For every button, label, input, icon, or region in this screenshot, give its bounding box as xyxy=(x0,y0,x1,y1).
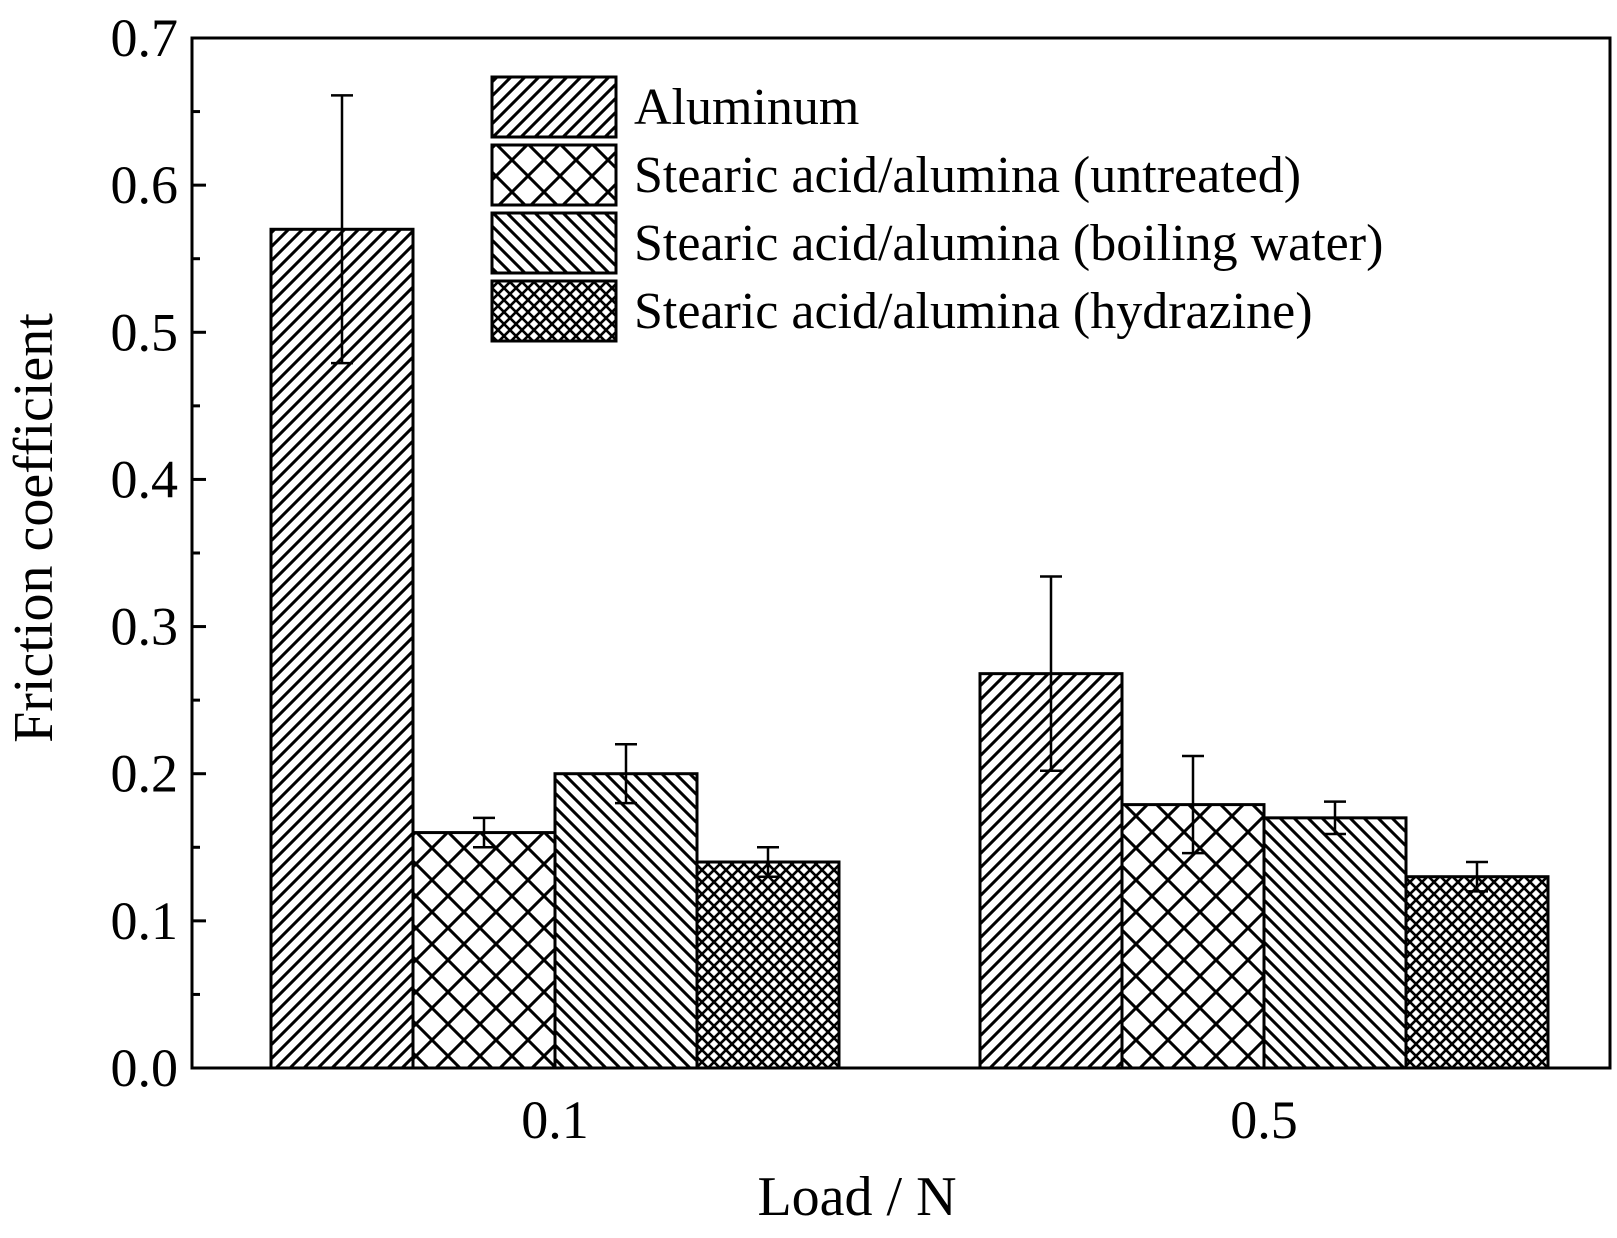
error-bars-layer xyxy=(331,94,1488,893)
x-tick-label: 0.1 xyxy=(521,1090,589,1150)
y-tick-label: 0.4 xyxy=(111,449,179,509)
bar-diagonal-backward-0.1 xyxy=(553,772,699,1070)
legend-swatch-crosshatch-wide xyxy=(490,143,618,207)
legend-swatch-crosshatch-fine xyxy=(490,279,618,343)
bar-crosshatch-fine-0.1 xyxy=(695,860,841,1070)
bar-crosshatch-wide-0.1 xyxy=(411,831,557,1070)
legend: Aluminum Stearic acid/alumina (untreated)… xyxy=(490,75,1383,343)
legend-label: Stearic acid/alumina (hydrazine) xyxy=(634,283,1313,340)
x-axis-title: Load / N xyxy=(757,1166,956,1228)
y-tick-label: 0.7 xyxy=(111,8,179,68)
legend-swatch-diagonal-forward xyxy=(490,75,618,139)
y-tick-label: 0.3 xyxy=(111,597,179,657)
legend-label: Aluminum xyxy=(634,79,859,136)
legend-label: Stearic acid/alumina (untreated) xyxy=(634,147,1301,204)
bar-crosshatch-fine-0.5 xyxy=(1404,875,1550,1070)
y-tick-label: 0.6 xyxy=(111,155,179,215)
x-tick-label: 0.5 xyxy=(1230,1090,1298,1150)
y-tick-label: 0.0 xyxy=(111,1038,179,1098)
y-tick-label: 0.1 xyxy=(111,891,179,951)
axes-layer: 0.0 0.1 0.2 0.3 0.4 0.5 0.6 0.7 0.1 0.5 xyxy=(111,8,1612,1150)
legend-swatch-diagonal-backward xyxy=(490,211,618,275)
y-tick-label: 0.5 xyxy=(111,302,179,362)
y-tick-label: 0.2 xyxy=(111,744,179,804)
bars-layer xyxy=(269,227,1550,1070)
bar-diagonal-forward-0.1 xyxy=(269,227,415,1070)
bar-diagonal-backward-0.5 xyxy=(1262,816,1408,1070)
y-axis-title: Friction coefficient xyxy=(3,313,65,743)
legend-label: Stearic acid/alumina (boiling water) xyxy=(634,215,1383,272)
